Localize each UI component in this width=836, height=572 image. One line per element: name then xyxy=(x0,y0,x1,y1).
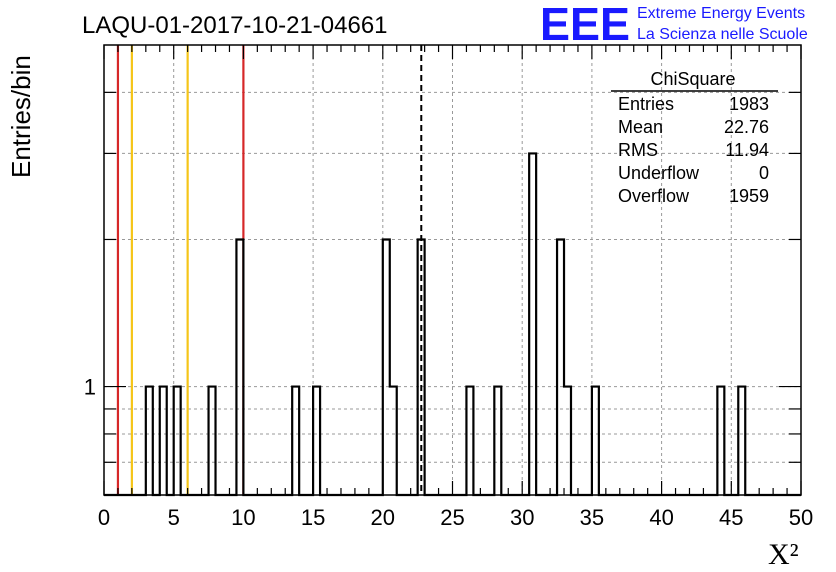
x-tick-label: 25 xyxy=(440,505,464,530)
y-axis-label: Entries/bin xyxy=(6,55,36,178)
x-tick-label: 50 xyxy=(789,505,813,530)
chart-title: LAQU-01-2017-10-21-04661 xyxy=(82,12,388,39)
logo-mark: EEE xyxy=(540,0,630,50)
stats-value-underflow: 0 xyxy=(759,163,769,183)
x-tick-label: 15 xyxy=(301,505,325,530)
stats-value-overflow: 1959 xyxy=(729,186,769,206)
stats-label-underflow: Underflow xyxy=(618,163,700,183)
stats-box-name: ChiSquare xyxy=(650,69,735,89)
stats-label-mean: Mean xyxy=(618,117,663,137)
x-tick-label: 5 xyxy=(168,505,180,530)
x-tick-label: 35 xyxy=(580,505,604,530)
x-tick-label: 40 xyxy=(649,505,673,530)
x-tick-label: 0 xyxy=(98,505,110,530)
logo-line-1: Extreme Energy Events xyxy=(637,5,805,22)
x-tick-label: 10 xyxy=(231,505,255,530)
axis-ticks xyxy=(103,45,802,495)
stats-value-mean: 22.76 xyxy=(724,117,769,137)
stats-value-rms: 11.94 xyxy=(725,140,769,160)
stats-label-entries: Entries xyxy=(618,94,674,114)
eee-logo: EEE Extreme Energy Events La Scienza nel… xyxy=(540,0,808,50)
logo-line-2: La Scienza nelle Scuole xyxy=(637,26,808,43)
tick-labels: 0 5 10 15 20 25 30 35 40 45 50 1 xyxy=(84,375,813,530)
x-axis-label: X² xyxy=(768,538,799,571)
x-tick-label: 30 xyxy=(510,505,534,530)
stats-label-rms: RMS xyxy=(618,140,658,160)
stats-value-entries: 1983 xyxy=(729,94,769,114)
y-tick-label: 1 xyxy=(84,375,96,400)
stats-label-overflow: Overflow xyxy=(618,186,690,206)
x-tick-label: 45 xyxy=(719,505,743,530)
x-tick-label: 20 xyxy=(371,505,395,530)
grid xyxy=(104,45,801,495)
stats-box: ChiSquare Entries 1983 Mean 22.76 RMS 11… xyxy=(611,69,778,206)
